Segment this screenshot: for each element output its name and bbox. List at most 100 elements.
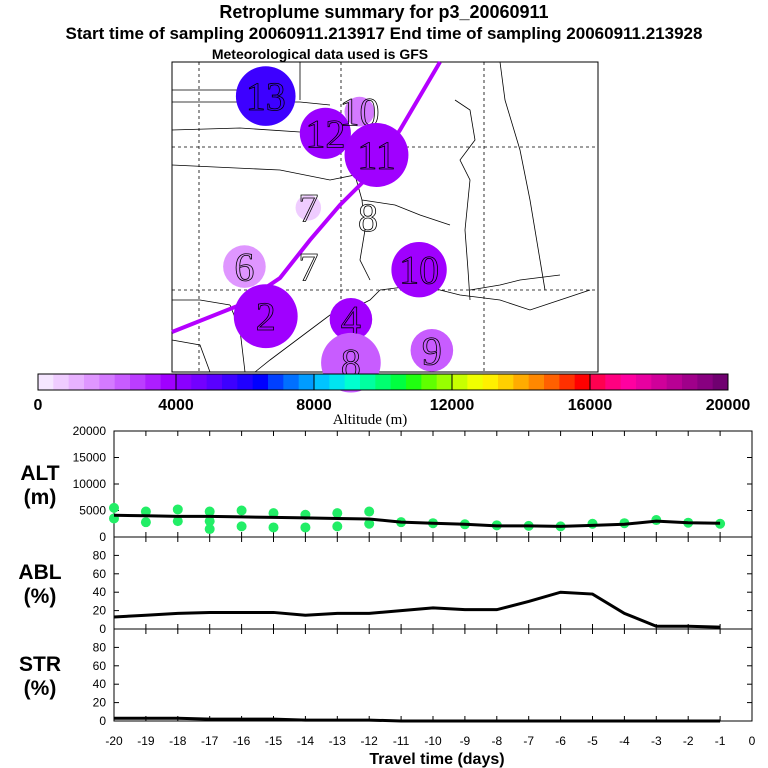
colorbar-swatch xyxy=(712,374,729,390)
x-tick-label: -14 xyxy=(297,734,315,748)
colorbar-ticks: 0 4000 8000 12000 16000 20000 xyxy=(34,374,751,414)
colorbar-swatch xyxy=(237,374,254,390)
x-tick-label: -12 xyxy=(361,734,379,748)
alt-point xyxy=(332,521,343,532)
plume-marker-label: 11 xyxy=(357,133,396,178)
colorbar-swatch xyxy=(84,374,100,390)
colorbar-swatch xyxy=(206,374,223,390)
x-tick-label: -1 xyxy=(715,734,726,748)
plume-marker xyxy=(223,245,266,288)
plume-marker-label: 7 xyxy=(298,245,318,290)
x-tick-label: -18 xyxy=(169,734,187,748)
colorbar-swatch xyxy=(406,374,422,390)
plume-marker-label: 10 xyxy=(399,248,439,293)
x-tick-label: -17 xyxy=(201,734,219,748)
x-tick-label: -5 xyxy=(587,734,598,748)
plume-marker xyxy=(329,298,373,341)
x-tick-label: -8 xyxy=(491,734,502,748)
colorbar-swatch xyxy=(252,374,269,390)
plume-marker xyxy=(235,66,296,126)
colorbar-swatch xyxy=(160,374,177,390)
alt-point xyxy=(236,505,247,516)
x-tick-label: -4 xyxy=(619,734,630,748)
panel-unit: (%) xyxy=(24,585,57,608)
colorbar-swatch xyxy=(467,374,484,390)
plume-marker-label: 6 xyxy=(234,245,254,290)
colorbar-swatch xyxy=(375,374,392,390)
y-tick-label: 0 xyxy=(99,714,106,728)
colorbar-swatch xyxy=(390,374,407,390)
colorbar-swatch xyxy=(344,374,361,390)
plume-marker xyxy=(344,96,375,127)
panel-label: ALT xyxy=(20,462,59,485)
panel-alt: 20000 15000 10000 5000 0 ALT(m) xyxy=(20,424,753,544)
colorbar-swatch xyxy=(298,374,315,390)
y-tick-label: 10000 xyxy=(73,477,107,491)
x-tick-label: -9 xyxy=(460,734,471,748)
series-line-str xyxy=(114,716,721,723)
alt-point xyxy=(364,518,375,529)
colorbar-swatch xyxy=(452,374,468,390)
plume-marker xyxy=(299,107,351,159)
plume-marker-label: 4 xyxy=(341,297,361,342)
panel-label: STR xyxy=(19,653,61,676)
alt-point xyxy=(332,508,343,519)
colorbar-tick-label: 8000 xyxy=(296,397,332,414)
panel-frame xyxy=(113,536,753,630)
colorbar-swatch xyxy=(636,374,652,390)
colorbar-swatch xyxy=(53,374,70,390)
y-tick-label: 20 xyxy=(93,604,107,618)
panel-label: ABL xyxy=(18,561,61,584)
colorbar-tick-label: 20000 xyxy=(706,397,751,414)
colorbar-swatch xyxy=(436,374,453,390)
colorbar-swatch xyxy=(191,374,208,390)
colorbar-swatch xyxy=(314,374,330,390)
colorbar-swatch xyxy=(222,374,238,390)
plume-marker xyxy=(391,242,447,298)
colorbar-swatch xyxy=(421,374,438,390)
colorbar-swatch xyxy=(574,374,591,390)
colorbar-swatch xyxy=(283,374,300,390)
colorbar-swatch xyxy=(590,374,606,390)
colorbar-swatch xyxy=(68,374,85,390)
met-data-note: Meteorological data used is GFS xyxy=(211,46,429,62)
y-tick-label: 60 xyxy=(93,567,107,581)
colorbar-swatch xyxy=(513,374,530,390)
plume-marker-label: 8 xyxy=(358,195,378,240)
y-tick-label: 0 xyxy=(99,622,106,636)
colorbar-swatch xyxy=(498,374,514,390)
colorbar-tick-label: 4000 xyxy=(158,397,194,414)
colorbar-swatch xyxy=(605,374,622,390)
colorbar-swatch xyxy=(360,374,376,390)
panel-abl: 80 60 40 20 0 ABL(%) xyxy=(18,536,753,636)
alt-point xyxy=(204,524,215,535)
x-tick-label: -16 xyxy=(233,734,251,748)
x-tick-label: -7 xyxy=(523,734,534,748)
colorbar-swatch xyxy=(482,374,499,390)
alt-point xyxy=(300,522,311,533)
colorbar-swatch xyxy=(38,374,54,390)
x-tick-label: -11 xyxy=(393,734,410,748)
plume-marker-label: 13 xyxy=(246,74,286,119)
alt-point xyxy=(236,521,247,532)
panel-unit: (%) xyxy=(24,677,57,700)
panel-str: 80 60 40 20 0 STR(%) xyxy=(19,628,753,728)
colorbar-swatch xyxy=(114,374,131,390)
colorbar-swatch xyxy=(145,374,162,390)
plume-marker xyxy=(233,284,298,349)
alt-point xyxy=(268,522,279,533)
series-line-alt xyxy=(113,513,721,528)
alt-point xyxy=(172,504,183,515)
colorbar-swatch xyxy=(620,374,637,390)
plume-marker xyxy=(344,123,409,187)
plume-marker-label: 2 xyxy=(256,294,276,339)
alt-point xyxy=(268,508,279,519)
page-title: Retroplume summary for p3_20060911 xyxy=(219,2,549,22)
plume-marker xyxy=(295,253,322,280)
colorbar-swatch xyxy=(130,374,146,390)
colorbar-tick-label: 12000 xyxy=(430,397,475,414)
y-tick-label: 20000 xyxy=(73,424,107,438)
x-tick-label: -20 xyxy=(105,734,123,748)
x-tick-label: -2 xyxy=(683,734,694,748)
